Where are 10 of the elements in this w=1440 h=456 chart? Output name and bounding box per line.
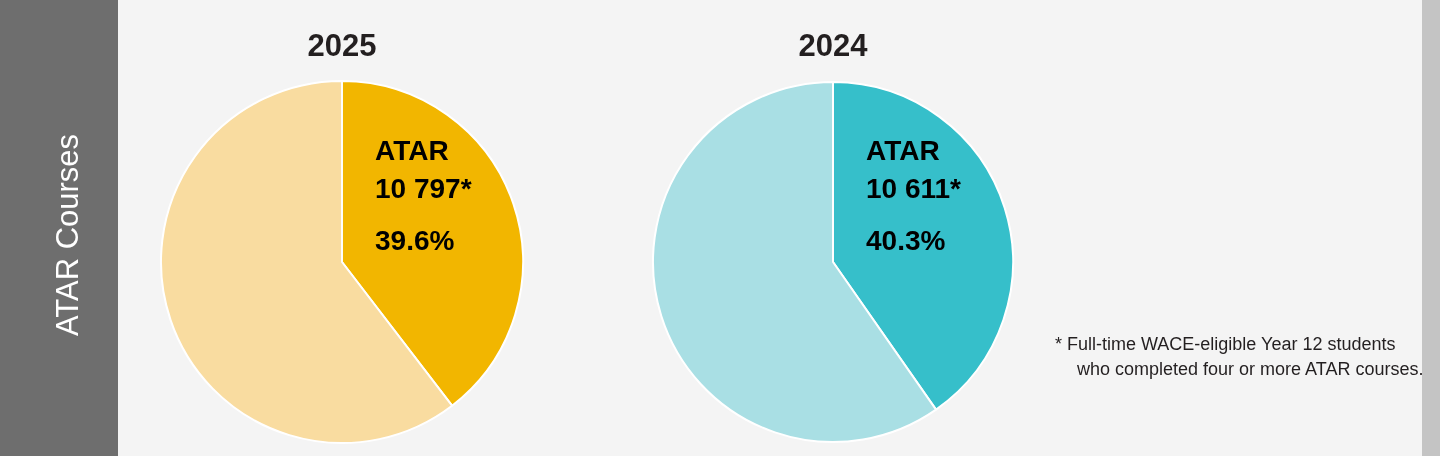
data-label: 40.3% [866,224,946,256]
text: 10 611* [866,172,962,204]
chart-title: 2024 [798,28,868,64]
slice-label: ATAR [375,134,449,166]
chart-title: 2025 [307,28,377,64]
data-label: 39.6% [375,224,455,256]
text: ATAR Courses [50,133,86,337]
text: * Full-time WACE-eligible Year 12 students who completed four or more ATAR courses. [1055,333,1425,381]
text: 10 797* [375,172,472,204]
slice-label: ATAR [866,134,940,166]
